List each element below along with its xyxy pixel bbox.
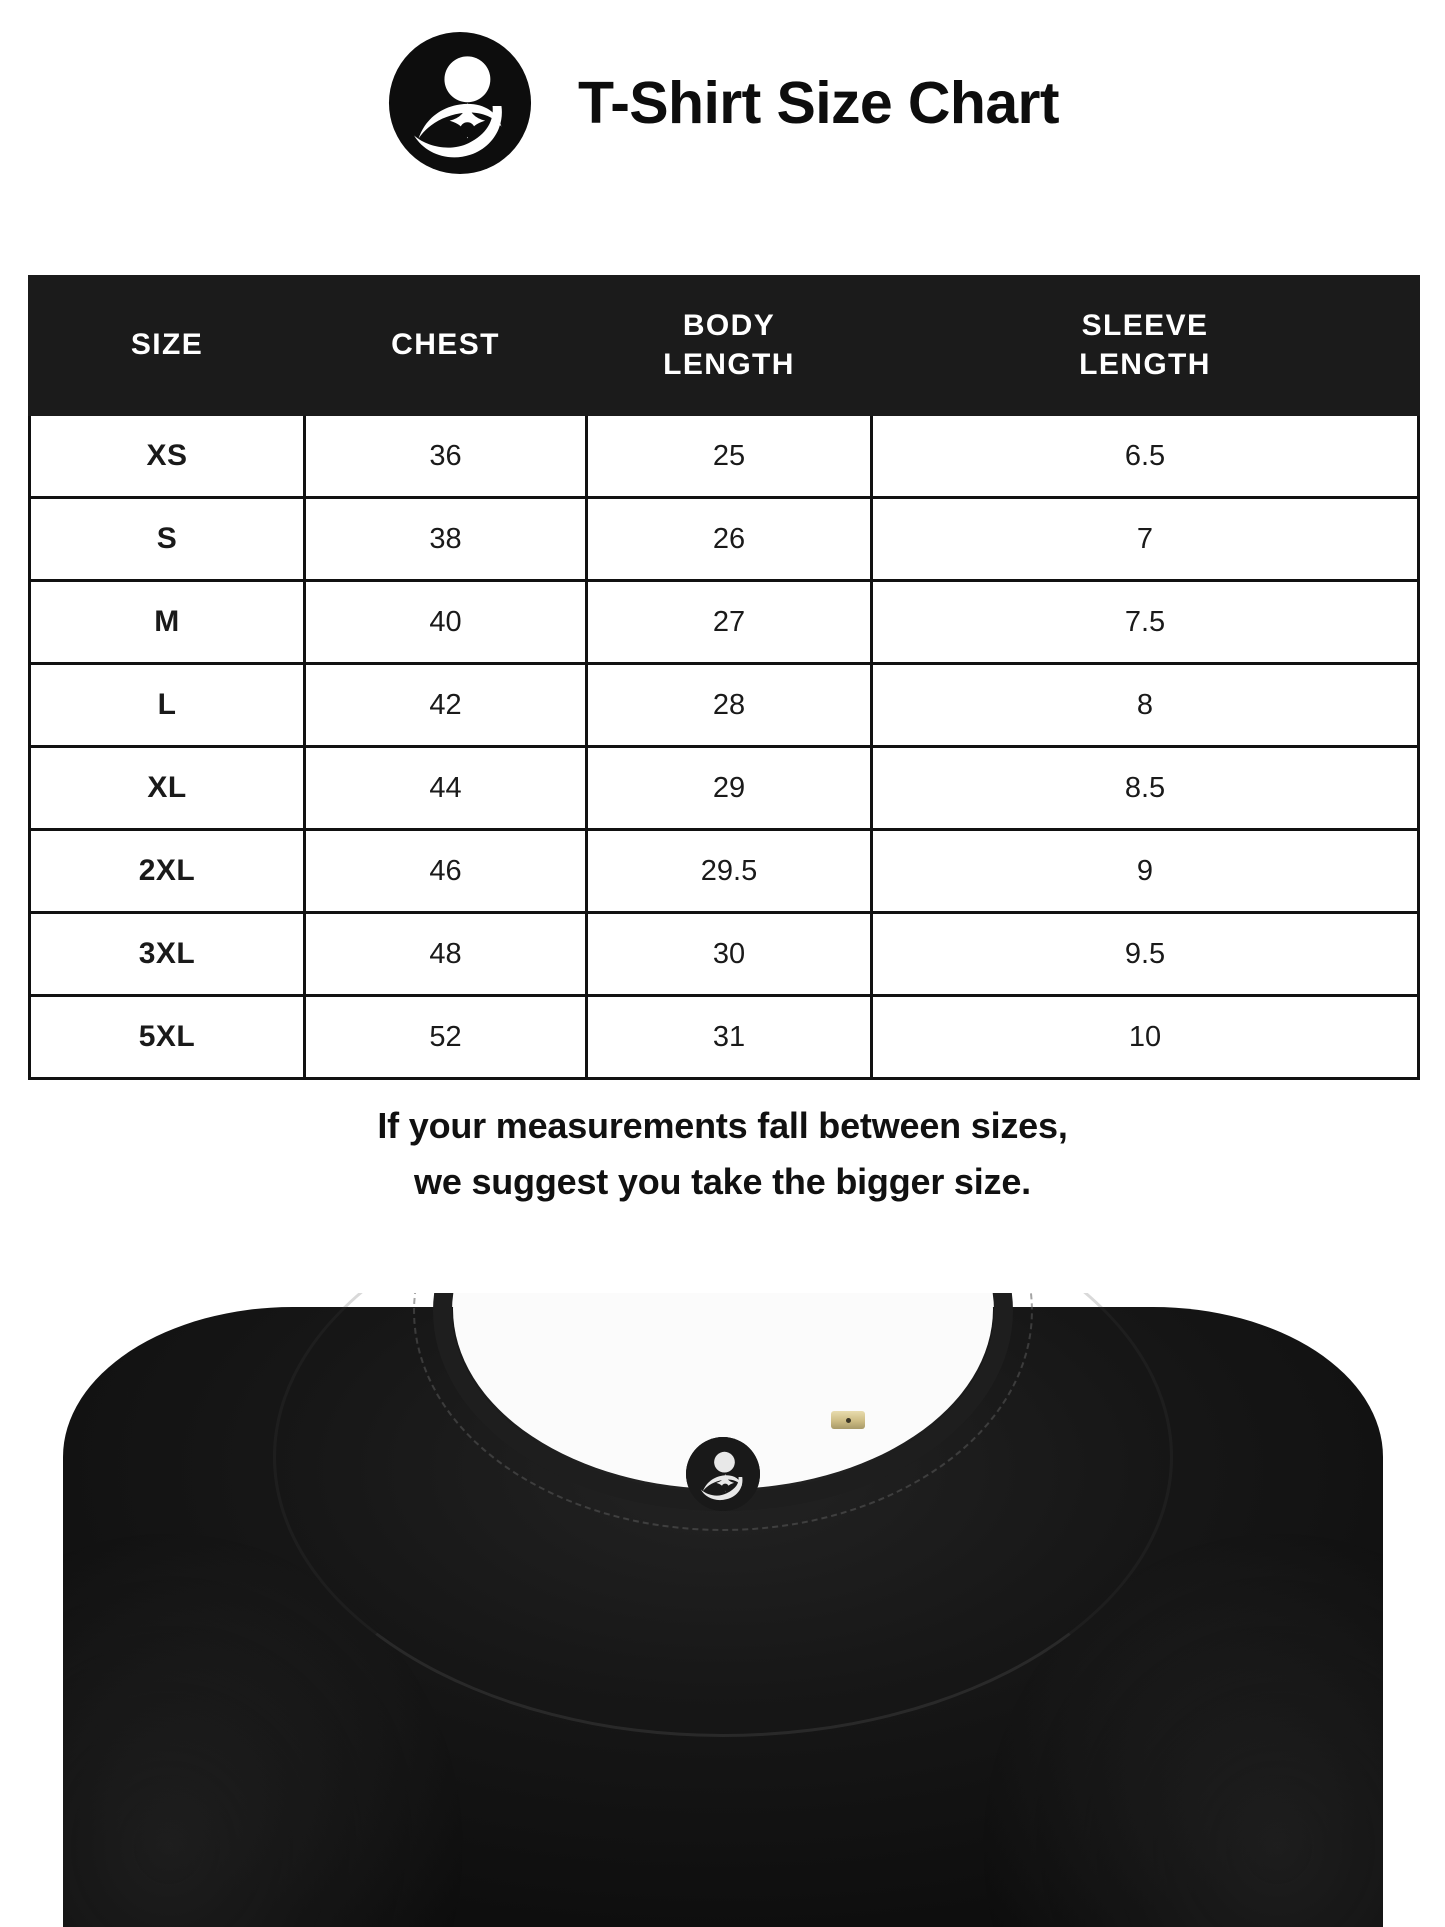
cell-size: L [28, 662, 306, 748]
cell-size: 5XL [28, 994, 306, 1080]
cell-size: XS [28, 413, 306, 499]
cell-body: 26 [585, 496, 873, 582]
cell-chest: 52 [303, 994, 588, 1080]
sizing-note-line2: we suggest you take the bigger size. [414, 1160, 1031, 1202]
column-header-sleeve-length: SLEEVE LENGTH [870, 275, 1420, 416]
column-header-sleeve-length-line2: LENGTH [1079, 347, 1211, 381]
table-header: SIZE CHEST BODY LENGTH SLEEVE LENGTH [28, 275, 1420, 416]
table-row: XS 36 25 6.5 [28, 413, 1420, 499]
cell-size: S [28, 496, 306, 582]
table-row: L 42 28 8 [28, 662, 1420, 748]
cell-body: 31 [585, 994, 873, 1080]
cell-sleeve: 8 [870, 662, 1420, 748]
size-chart-table: SIZE CHEST BODY LENGTH SLEEVE LENGTH XS … [28, 275, 1420, 1080]
table-row: S 38 26 7 [28, 496, 1420, 582]
column-header-sleeve-length-line1: SLEEVE [1081, 309, 1209, 343]
cell-body: 28 [585, 662, 873, 748]
cell-body: 25 [585, 413, 873, 499]
cell-body: 30 [585, 911, 873, 997]
cell-sleeve: 7.5 [870, 579, 1420, 665]
column-header-body-length-line1: BODY [682, 309, 776, 343]
table-row: 2XL 46 29.5 9 [28, 828, 1420, 914]
column-header-chest-line1: CHEST [391, 328, 500, 362]
cell-body: 27 [585, 579, 873, 665]
tshirt-photo [0, 1293, 1445, 1927]
cell-chest: 42 [303, 662, 588, 748]
sizing-note: If your measurements fall between sizes,… [0, 1098, 1445, 1210]
table-row: XL 44 29 8.5 [28, 745, 1420, 831]
table-header-row: SIZE CHEST BODY LENGTH SLEEVE LENGTH [28, 275, 1420, 416]
table-row: 3XL 48 30 9.5 [28, 911, 1420, 997]
column-header-body-length: BODY LENGTH [585, 275, 873, 416]
cell-sleeve: 10 [870, 994, 1420, 1080]
gold-care-tag-icon [830, 1411, 865, 1429]
cell-chest: 36 [303, 413, 588, 499]
cell-chest: 38 [303, 496, 588, 582]
column-header-body-length-line2: LENGTH [663, 347, 795, 381]
mother-and-child-circle-logo-icon [386, 29, 534, 177]
cell-size: M [28, 579, 306, 665]
cell-chest: 40 [303, 579, 588, 665]
table-body: XS 36 25 6.5 S 38 26 7 M 40 27 7.5 L 42 … [28, 413, 1420, 1080]
cell-size: 3XL [28, 911, 306, 997]
cell-sleeve: 6.5 [870, 413, 1420, 499]
cell-sleeve: 8.5 [870, 745, 1420, 831]
table-row: M 40 27 7.5 [28, 579, 1420, 665]
column-header-size-line1: SIZE [130, 328, 204, 362]
sizing-note-line1: If your measurements fall between sizes, [377, 1105, 1068, 1146]
cell-chest: 48 [303, 911, 588, 997]
tshirt-body [62, 1293, 1383, 1927]
cell-sleeve: 9 [870, 828, 1420, 914]
cell-chest: 44 [303, 745, 588, 831]
cell-body: 29.5 [585, 828, 873, 914]
cell-chest: 46 [303, 828, 588, 914]
neck-mother-and-child-circle-logo-icon [685, 1437, 760, 1511]
cell-size: 2XL [28, 828, 306, 914]
cell-sleeve: 9.5 [870, 911, 1420, 997]
cell-sleeve: 7 [870, 496, 1420, 582]
page-title: T-Shirt Size Chart [578, 69, 1060, 136]
cell-size: XL [28, 745, 306, 831]
size-chart-table-container: SIZE CHEST BODY LENGTH SLEEVE LENGTH XS … [28, 275, 1420, 1080]
column-header-chest: CHEST [303, 275, 588, 416]
column-header-size: SIZE [28, 275, 306, 416]
table-row: 5XL 52 31 10 [28, 994, 1420, 1080]
cell-body: 29 [585, 745, 873, 831]
page-header: T-Shirt Size Chart [0, 0, 1445, 175]
